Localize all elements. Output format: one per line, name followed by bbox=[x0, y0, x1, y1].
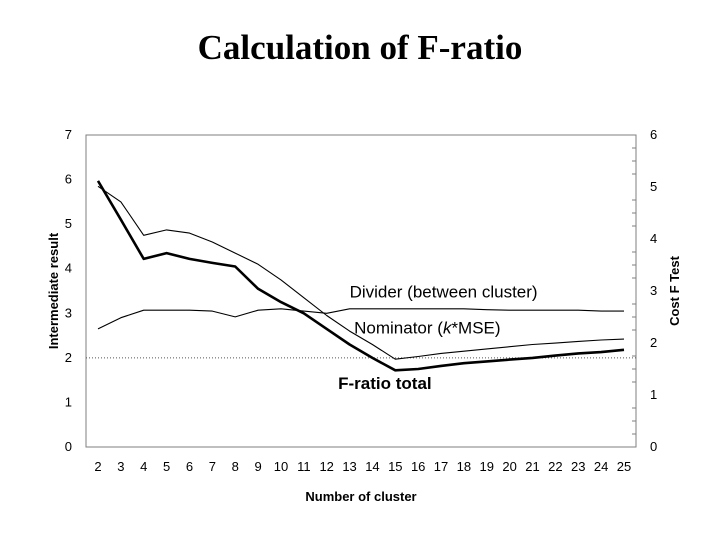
y-tick-label: 6 bbox=[65, 172, 72, 187]
x-tick-label: 21 bbox=[525, 459, 539, 474]
x-tick-label: 20 bbox=[502, 459, 516, 474]
x-tick-label: 22 bbox=[548, 459, 562, 474]
series-line-2 bbox=[96, 180, 625, 372]
series-label-text-after: *MSE) bbox=[451, 318, 500, 337]
plot-border bbox=[85, 134, 637, 448]
x-tick-label: 9 bbox=[254, 459, 261, 474]
x-tick-label: 15 bbox=[388, 459, 402, 474]
y2-tick-label: 6 bbox=[650, 127, 657, 142]
series-label-text: Nominator ( bbox=[354, 318, 443, 337]
x-tick-label: 14 bbox=[365, 459, 379, 474]
series-lines bbox=[96, 180, 625, 372]
x-tick-label: 23 bbox=[571, 459, 585, 474]
y-tick-label: 1 bbox=[65, 394, 72, 409]
slide-title: Calculation of F-ratio bbox=[197, 28, 523, 67]
y2-tick-label: 3 bbox=[650, 283, 657, 298]
y-tick-label: 5 bbox=[65, 216, 72, 231]
series-label-italic: k bbox=[443, 318, 453, 337]
series-labels: Divider (between cluster) Nominator (k*MS… bbox=[338, 283, 537, 393]
y2-tick-label: 0 bbox=[650, 439, 657, 454]
y2-tick-label: 1 bbox=[650, 387, 657, 402]
x-tick-label: 3 bbox=[117, 459, 124, 474]
series-label-2: F-ratio total bbox=[338, 374, 432, 393]
y2-tick-label: 5 bbox=[650, 179, 657, 194]
y2-tick-label: 4 bbox=[650, 231, 657, 246]
y-tick-label: 4 bbox=[65, 261, 72, 276]
x-axis-title: Number of cluster bbox=[305, 489, 416, 504]
x-tick-label: 8 bbox=[232, 459, 239, 474]
y-axis-title: Intermediate result bbox=[46, 232, 61, 349]
x-tick-label: 2 bbox=[94, 459, 101, 474]
x-tick-label: 19 bbox=[480, 459, 494, 474]
y-tick-label: 0 bbox=[65, 439, 72, 454]
x-tick-label: 4 bbox=[140, 459, 147, 474]
series-line-0 bbox=[97, 308, 624, 330]
x-tick-label: 12 bbox=[319, 459, 333, 474]
y-tick-label: 7 bbox=[65, 127, 72, 142]
x-tick-label: 25 bbox=[617, 459, 631, 474]
y2-tick-label: 2 bbox=[650, 335, 657, 350]
x-tick-label: 10 bbox=[274, 459, 288, 474]
x-tick-label: 17 bbox=[434, 459, 448, 474]
x-tick-label: 18 bbox=[457, 459, 471, 474]
x-tick-label: 6 bbox=[186, 459, 193, 474]
series-line-1 bbox=[97, 185, 625, 360]
series-label-text: Divider (between cluster) bbox=[350, 283, 538, 302]
x-tick-label: 24 bbox=[594, 459, 608, 474]
series-label-0: Divider (between cluster) bbox=[350, 283, 538, 302]
series-label-1: Nominator (k*MSE) bbox=[354, 318, 500, 337]
y2-axis-title: Cost F Test bbox=[667, 255, 682, 325]
x-tick-label: 7 bbox=[209, 459, 216, 474]
y-tick-label: 2 bbox=[65, 350, 72, 365]
plot-frame bbox=[85, 134, 637, 448]
x-tick-label: 11 bbox=[297, 459, 311, 474]
x-tick-label: 13 bbox=[342, 459, 356, 474]
x-tick-label: 5 bbox=[163, 459, 170, 474]
series-label-text: F-ratio total bbox=[338, 374, 432, 393]
x-tick-label: 16 bbox=[411, 459, 425, 474]
y-tick-label: 3 bbox=[65, 305, 72, 320]
